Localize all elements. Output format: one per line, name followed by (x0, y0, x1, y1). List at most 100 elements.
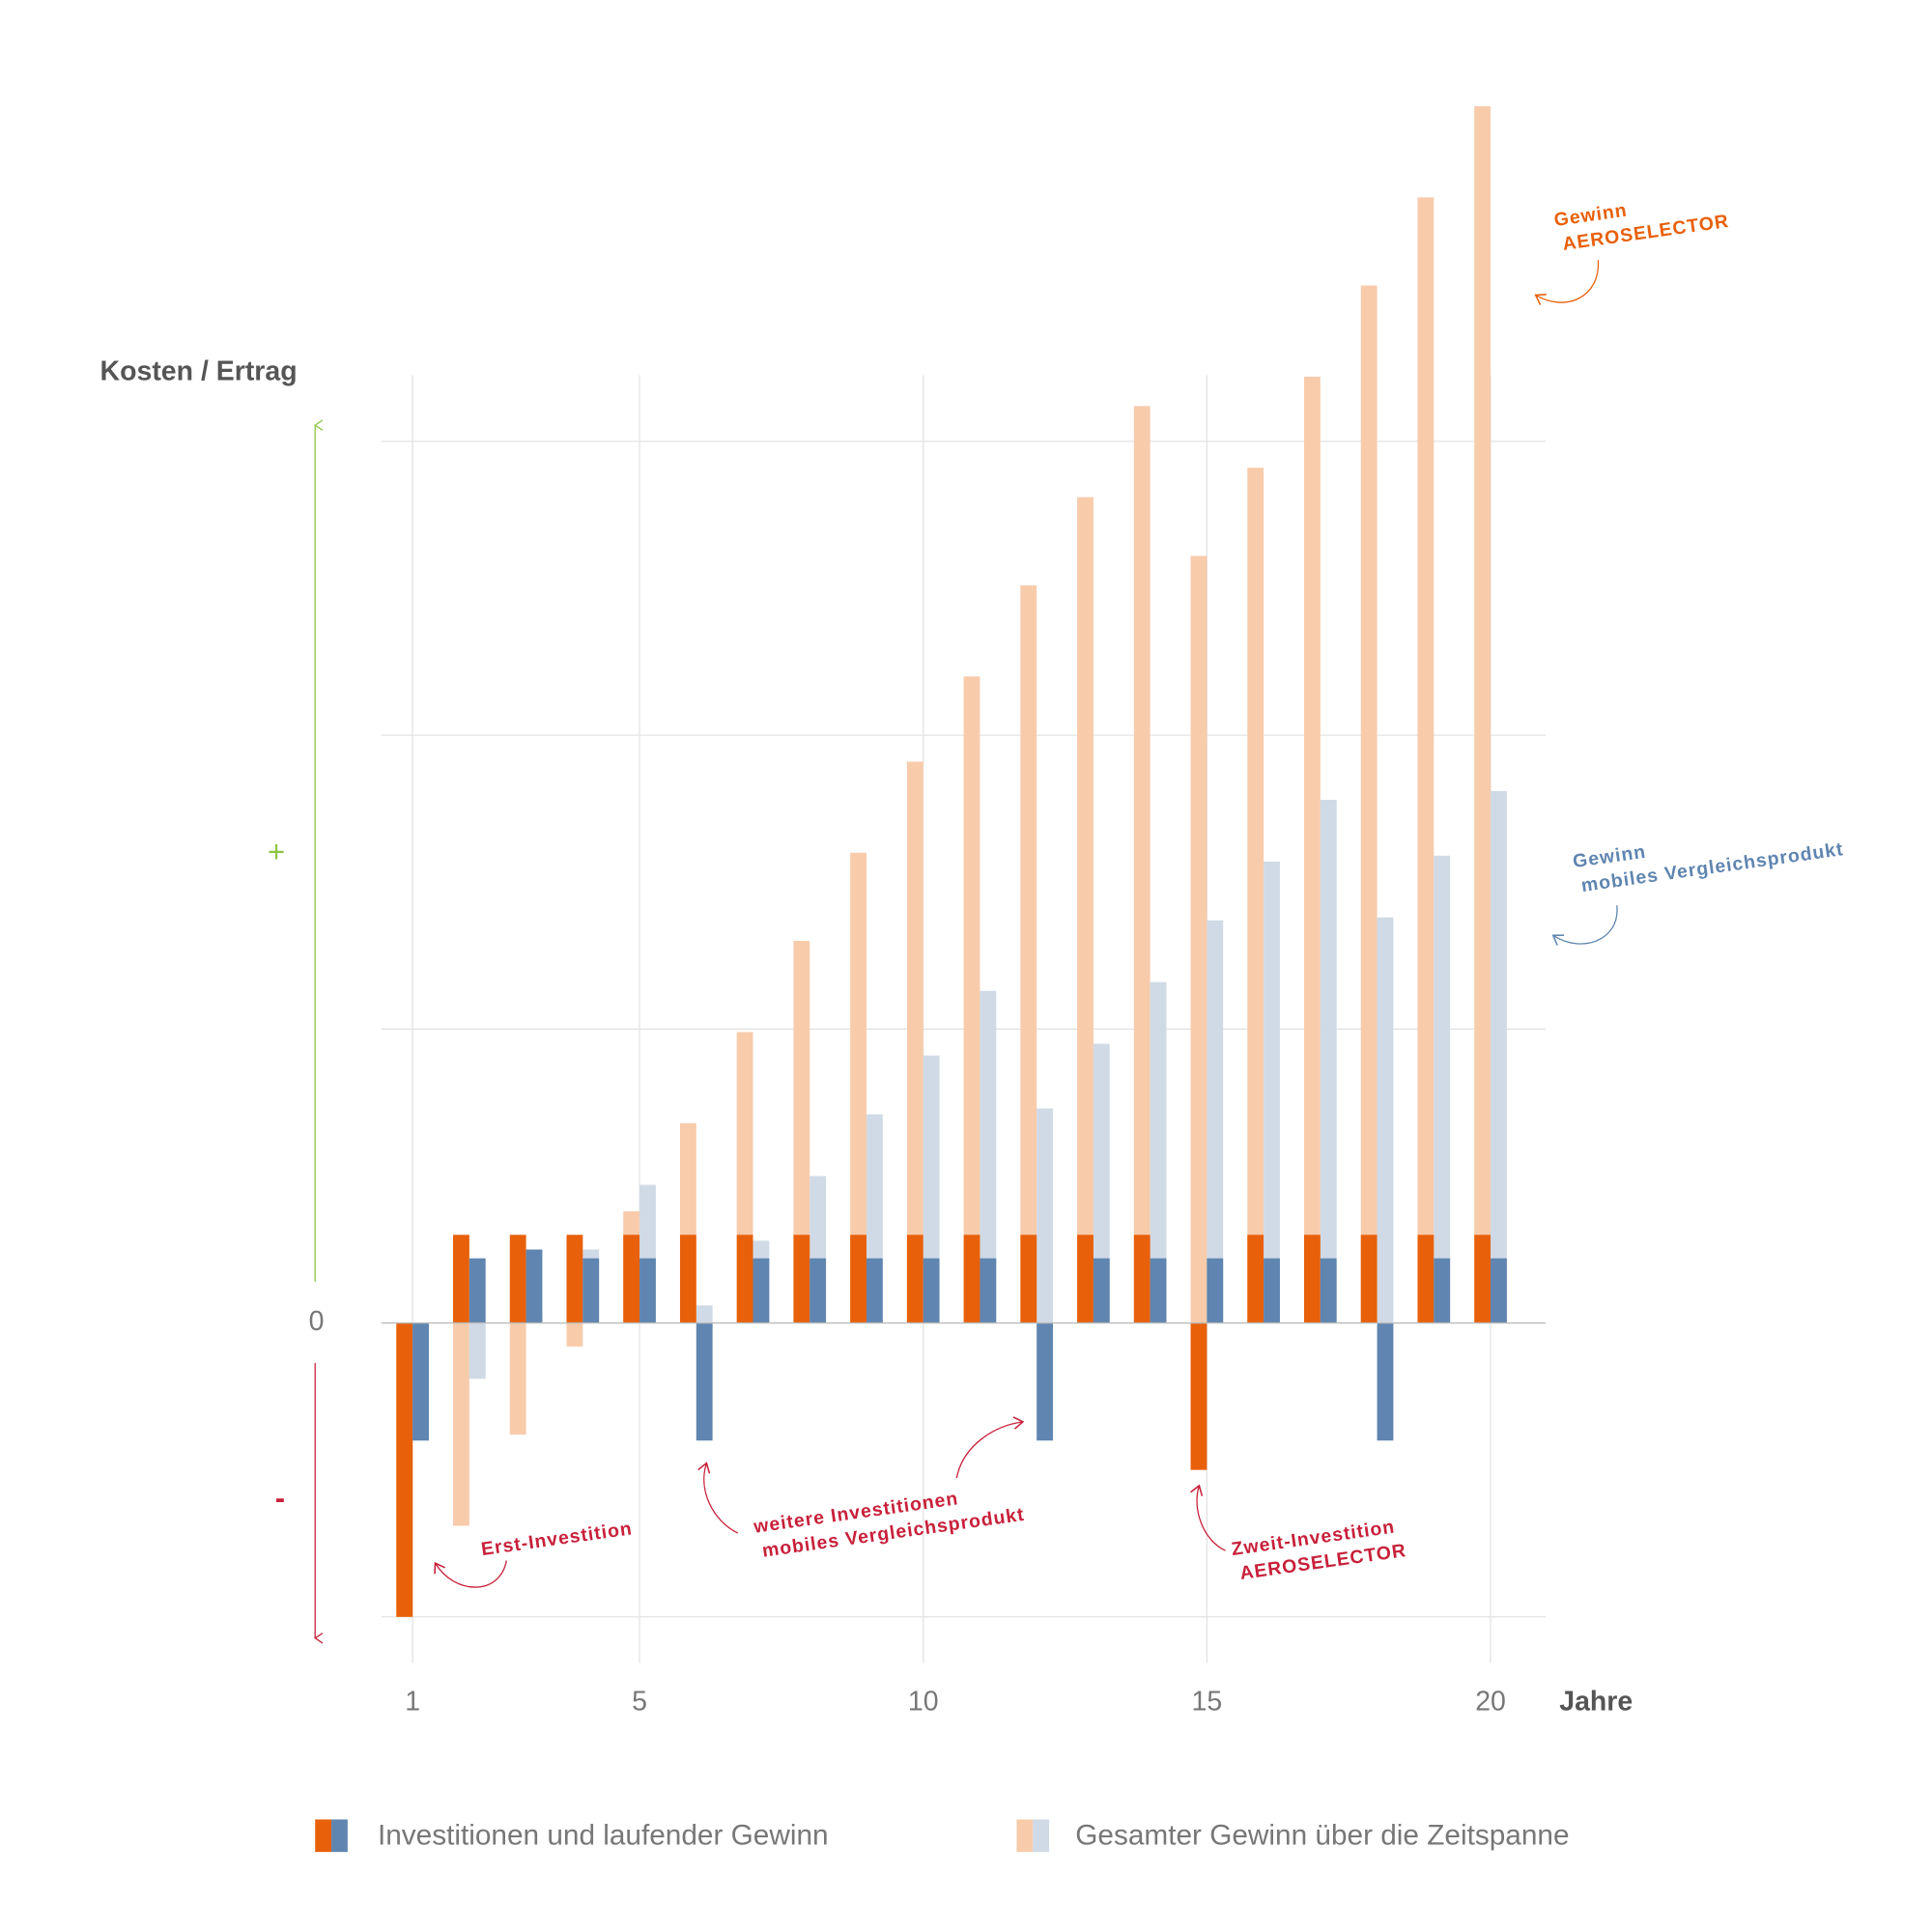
bar (623, 1235, 640, 1323)
x-tick-label: 15 (1192, 1687, 1223, 1718)
bar (980, 990, 997, 1323)
annotation-arrow (434, 1560, 507, 1588)
bar (1320, 800, 1337, 1323)
bar (1133, 1235, 1151, 1323)
bar (509, 1235, 526, 1323)
grid: 1 5 10 15 200 (309, 375, 1546, 1718)
bar (566, 1235, 583, 1323)
bar (1434, 855, 1451, 1323)
legend-label: Investitionen und laufender Gewinn (378, 1819, 829, 1851)
bar (1037, 1108, 1054, 1323)
arrows (314, 260, 1618, 1644)
bar (850, 852, 867, 1323)
annotation-arrow (1190, 1484, 1226, 1551)
bar (1150, 1258, 1167, 1323)
annotation: Erst-Investition (480, 1518, 634, 1560)
bar (1360, 1235, 1378, 1323)
annotation: Gewinnmobiles Vergleichsprodukt (1572, 814, 1845, 897)
bar (582, 1258, 600, 1323)
bar (1190, 1322, 1208, 1470)
bar (1304, 1235, 1321, 1323)
bar (850, 1235, 867, 1323)
y-tick-label: 0 (309, 1306, 325, 1337)
bar (679, 1235, 696, 1323)
annotation-arrow (955, 1416, 1025, 1479)
legend-swatch (331, 1819, 348, 1853)
bar (1491, 1258, 1507, 1323)
bar (1020, 584, 1037, 1323)
bar (793, 941, 810, 1323)
bars (396, 106, 1507, 1617)
bar (1320, 1258, 1337, 1323)
bar (1247, 468, 1264, 1323)
bar (1377, 917, 1394, 1323)
bar (1020, 1235, 1037, 1323)
bar (923, 1055, 940, 1323)
bar (1207, 1258, 1224, 1323)
bar (906, 761, 923, 1323)
annotation: weitere Investitionenmobiles Vergleichsp… (752, 1479, 1026, 1562)
bar (1077, 497, 1094, 1323)
annotation-arrow (1534, 260, 1600, 305)
bar (1417, 197, 1435, 1323)
legend-swatch (1033, 1819, 1050, 1853)
bar (810, 1258, 827, 1323)
bar (866, 1258, 883, 1323)
bar (1264, 1258, 1280, 1323)
bar (1150, 981, 1167, 1323)
bar (923, 1258, 940, 1323)
bar (1207, 920, 1224, 1323)
bar (639, 1258, 656, 1323)
x-axis-label: Jahre (1559, 1687, 1633, 1718)
bar (980, 1258, 997, 1323)
bar (753, 1258, 770, 1323)
bar (1474, 106, 1492, 1323)
annotation-arrow (1551, 905, 1618, 946)
bar (1077, 1235, 1094, 1323)
annotations: GewinnAEROSELECTOR Gewinnmobiles Vergleic… (480, 200, 1845, 1585)
x-tick-label: 10 (908, 1687, 939, 1718)
bar (1190, 555, 1208, 1323)
bar (793, 1235, 810, 1323)
bar (469, 1258, 486, 1323)
bar (963, 676, 980, 1323)
bar (1264, 861, 1280, 1323)
bar (906, 1235, 923, 1323)
bar (1434, 1258, 1451, 1323)
bar (453, 1235, 469, 1323)
bar (1133, 406, 1151, 1323)
x-tick-label: 20 (1475, 1687, 1506, 1718)
bar (736, 1235, 753, 1323)
bar (696, 1305, 713, 1323)
bar (1491, 790, 1507, 1323)
bar (963, 1235, 980, 1323)
bar (1093, 1043, 1110, 1323)
bar (1093, 1258, 1110, 1323)
bar (1037, 1322, 1054, 1441)
plus-label: + (268, 835, 285, 868)
minus-label: - (275, 1482, 285, 1516)
annotation-arrow (697, 1462, 739, 1534)
bar (1304, 376, 1321, 1323)
annotation: Zweit-InvestitionAEROSELECTOR (1230, 1516, 1407, 1585)
bar (509, 1322, 526, 1435)
bar (1474, 1235, 1492, 1323)
legend-swatch (1016, 1819, 1034, 1853)
bar (1377, 1322, 1394, 1441)
bar (566, 1322, 583, 1347)
labels: Kosten / Ertrag + - Jahre (100, 355, 1634, 1717)
legend-swatch (315, 1819, 332, 1853)
legend: Investitionen und laufender Gewinn Gesamt… (315, 1819, 1570, 1853)
bar (1417, 1235, 1435, 1323)
bar (1360, 285, 1378, 1323)
bar (412, 1322, 429, 1441)
x-tick-label: 1 (405, 1687, 420, 1718)
bar (453, 1322, 469, 1526)
bar (396, 1322, 413, 1617)
legend-label: Gesamter Gewinn über die Zeitspanne (1075, 1819, 1569, 1851)
annotation-line: Erst-Investition (480, 1518, 634, 1560)
x-tick-label: 5 (632, 1687, 647, 1718)
bar (526, 1249, 543, 1323)
